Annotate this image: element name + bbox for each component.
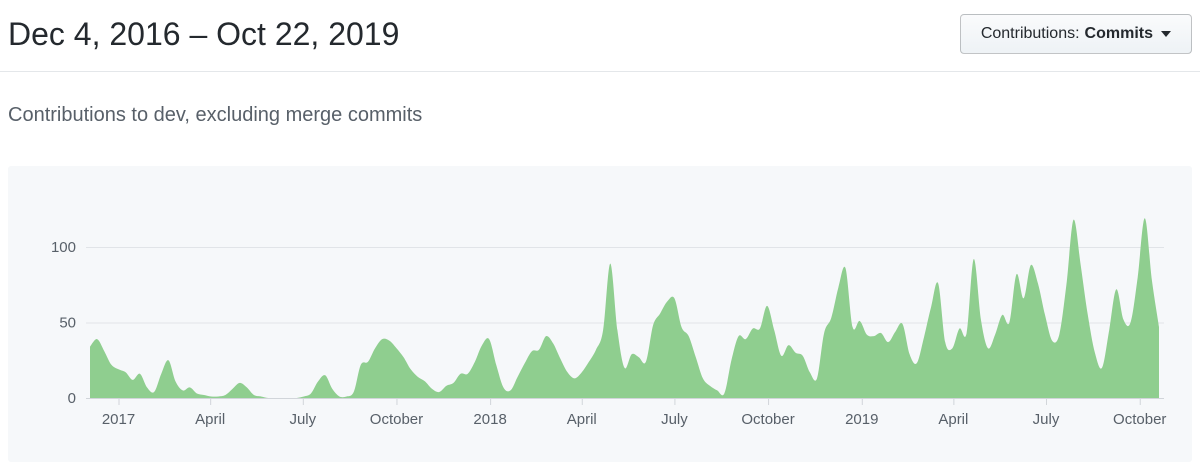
x-axis-label-2019: 2019 <box>845 411 878 428</box>
x-axis-label-2018: 2018 <box>473 411 506 428</box>
x-axis-label-July: July <box>1033 411 1060 428</box>
commit-activity-panel: 0 50 100 2017 April July October 2018 April July O… <box>8 166 1192 462</box>
y-axis-label-0: 0 <box>68 390 76 407</box>
caret-down-icon <box>1161 31 1171 37</box>
chart-subtitle: Contributions to dev, excluding merge co… <box>8 104 423 126</box>
y-axis-label-50: 50 <box>59 315 76 332</box>
x-axis-label-April: April <box>567 411 597 428</box>
x-axis-label-2017: 2017 <box>102 411 135 428</box>
y-axis-label-100: 100 <box>51 239 76 256</box>
x-axis-label-July: July <box>289 411 316 428</box>
x-axis-label-October: October <box>370 411 423 428</box>
filter-button-prefix: Contributions: <box>980 25 1080 42</box>
x-axis-label-April: April <box>195 411 225 428</box>
contributions-filter-button[interactable]: Contributions: Commits <box>959 14 1192 54</box>
page-title: Dec 4, 2016 – Oct 22, 2019 <box>8 16 400 52</box>
header-divider <box>0 71 1200 72</box>
contributions-graph-page: Dec 4, 2016 – Oct 22, 2019 Contributions… <box>0 0 1200 462</box>
x-axis-label-October: October <box>1113 411 1166 428</box>
commit-activity-chart[interactable]: 0 50 100 2017 April July October 2018 April July O… <box>8 166 1192 462</box>
commit-activity-area <box>90 218 1159 398</box>
x-axis-label-July: July <box>661 411 688 428</box>
x-axis-label-April: April <box>938 411 968 428</box>
graph-header: Dec 4, 2016 – Oct 22, 2019 Contributions… <box>0 0 1200 54</box>
x-axis-label-October: October <box>741 411 794 428</box>
filter-button-selected-value: Commits <box>1084 25 1153 42</box>
